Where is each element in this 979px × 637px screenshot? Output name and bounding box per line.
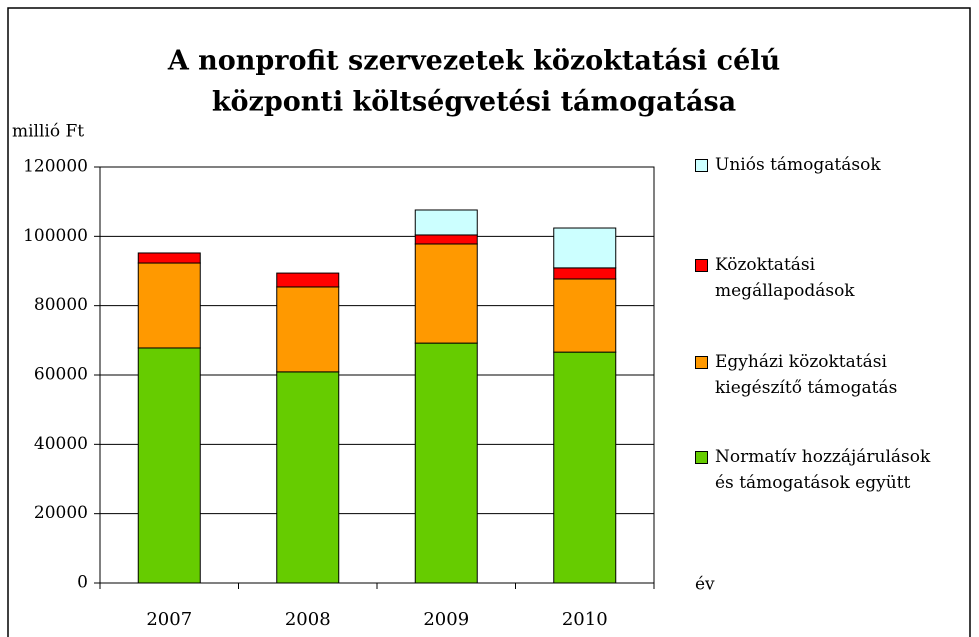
- y-tick-label: 0: [77, 573, 88, 593]
- x-tick-label: 2010: [562, 609, 608, 630]
- x-tick-label: 2009: [423, 609, 469, 630]
- y-tick-label: 60000: [34, 365, 88, 385]
- bar-segment: [414, 234, 478, 245]
- y-tick-label: 80000: [34, 295, 88, 315]
- y-tick-label: 20000: [34, 503, 88, 523]
- x-tick-label: 2008: [285, 609, 331, 630]
- legend-label: Normatív hozzájárulások és támogatások e…: [715, 447, 931, 493]
- legend-entry: Egyházi közoktatási kiegészítő támogatás: [695, 349, 950, 401]
- bar-segment: [276, 371, 340, 584]
- bar-segment: [276, 286, 340, 373]
- y-axis-label: millió Ft: [12, 122, 84, 142]
- x-axis-label: év: [695, 575, 715, 595]
- bar-segment: [553, 267, 617, 280]
- chart-title: központi költségvetési támogatása: [212, 87, 736, 118]
- chart-title: A nonprofit szervezetek közoktatási célú: [167, 46, 780, 77]
- bar-segment: [553, 351, 617, 584]
- y-tick-label: 40000: [34, 434, 88, 454]
- bar-segment: [414, 243, 478, 344]
- legend-swatch: [695, 356, 708, 369]
- bar-segment: [553, 278, 617, 353]
- legend-label: Egyházi közoktatási kiegészítő támogatás: [715, 352, 898, 398]
- legend-entry: Normatív hozzájárulások és támogatások e…: [695, 444, 950, 496]
- bar-segment: [553, 227, 617, 269]
- legend-entry: Közoktatási megállapodások: [695, 252, 950, 304]
- x-tick-label: 2007: [146, 609, 192, 630]
- bar-segment: [137, 252, 201, 264]
- y-tick-label: 100000: [23, 226, 88, 246]
- y-tick-label: 120000: [23, 157, 88, 177]
- legend-swatch: [695, 259, 708, 272]
- bar-segment: [137, 262, 201, 349]
- bar-segment: [414, 209, 478, 236]
- legend-entry: Uniós támogatások: [695, 152, 950, 178]
- bar-segment: [414, 342, 478, 584]
- legend-label: Uniós támogatások: [715, 155, 881, 175]
- legend-swatch: [695, 451, 708, 464]
- legend-label: Közoktatási megállapodások: [715, 255, 855, 301]
- bar-segment: [276, 272, 340, 288]
- legend-swatch: [695, 159, 708, 172]
- bar-segment: [137, 347, 201, 584]
